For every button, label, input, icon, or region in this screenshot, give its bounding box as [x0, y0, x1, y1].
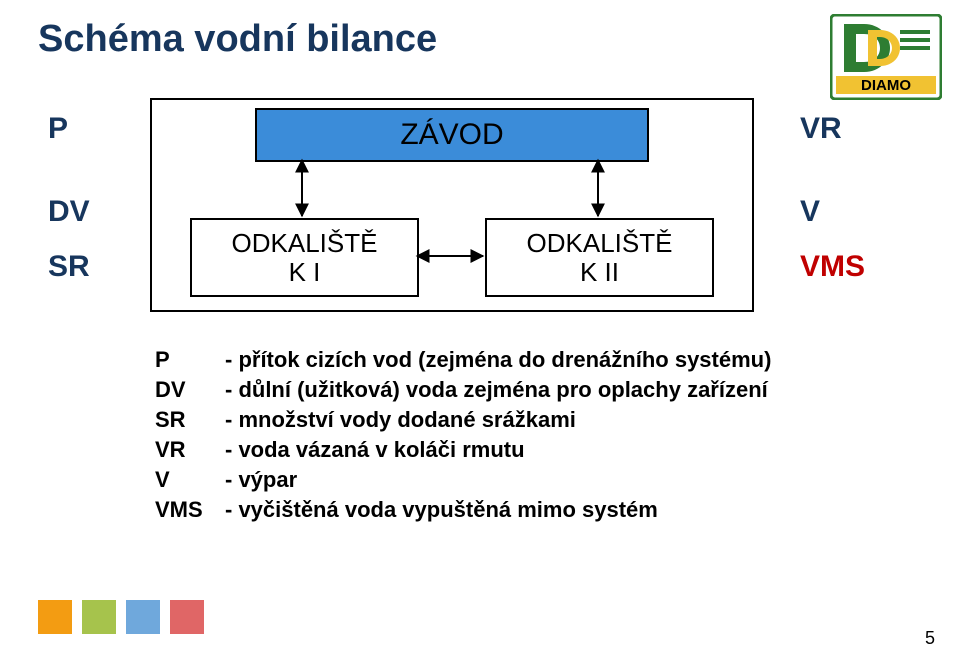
footer-square	[38, 600, 72, 634]
diamo-logo: DIAMO	[830, 14, 942, 100]
odk2-line1: ODKALIŠTĚ	[527, 229, 673, 258]
legend-key: SR	[155, 405, 225, 435]
legend-key: VMS	[155, 495, 225, 525]
label-v: V	[800, 195, 820, 229]
odk1-line2: K I	[289, 258, 321, 287]
legend-text: - důlní (užitková) voda zejména pro opla…	[225, 377, 768, 402]
odkaliste-k1-box: ODKALIŠTĚ K I	[190, 218, 419, 297]
legend-row: V- výpar	[155, 465, 771, 495]
legend-key: P	[155, 345, 225, 375]
legend-text: - přítok cizích vod (zejména do drenážní…	[225, 347, 771, 372]
legend-row: DV- důlní (užitková) voda zejména pro op…	[155, 375, 771, 405]
label-vms: VMS	[800, 250, 865, 284]
svg-text:DIAMO: DIAMO	[861, 77, 911, 94]
odk2-line2: K II	[580, 258, 619, 287]
footer-square	[170, 600, 204, 634]
label-p: P	[48, 112, 68, 146]
legend-row: SR- množství vody dodané srážkami	[155, 405, 771, 435]
footer-square	[82, 600, 116, 634]
legend-text: - vyčištěná voda vypuštěná mimo systém	[225, 497, 658, 522]
diagram-stage: Schéma vodní bilance DIAMO P DV SR VR V …	[0, 0, 960, 661]
legend-row: P- přítok cizích vod (zejména do drenážn…	[155, 345, 771, 375]
legend-text: - výpar	[225, 467, 297, 492]
label-sr: SR	[48, 250, 90, 284]
odk1-line1: ODKALIŠTĚ	[232, 229, 378, 258]
legend-row: VMS- vyčištěná voda vypuštěná mimo systé…	[155, 495, 771, 525]
footer-squares	[38, 600, 214, 634]
label-dv: DV	[48, 195, 90, 229]
legend-key: VR	[155, 435, 225, 465]
page-number: 5	[925, 628, 935, 649]
legend-key: DV	[155, 375, 225, 405]
legend-text: - voda vázaná v koláči rmutu	[225, 437, 525, 462]
legend-text: - množství vody dodané srážkami	[225, 407, 576, 432]
label-vr: VR	[800, 112, 842, 146]
odkaliste-k2-box: ODKALIŠTĚ K II	[485, 218, 714, 297]
footer-square	[126, 600, 160, 634]
legend-key: V	[155, 465, 225, 495]
legend-row: VR- voda vázaná v koláči rmutu	[155, 435, 771, 465]
zavod-label: ZÁVOD	[400, 118, 503, 152]
zavod-box: ZÁVOD	[255, 108, 649, 162]
legend: P- přítok cizích vod (zejména do drenážn…	[155, 345, 771, 525]
page-title: Schéma vodní bilance	[38, 18, 437, 61]
